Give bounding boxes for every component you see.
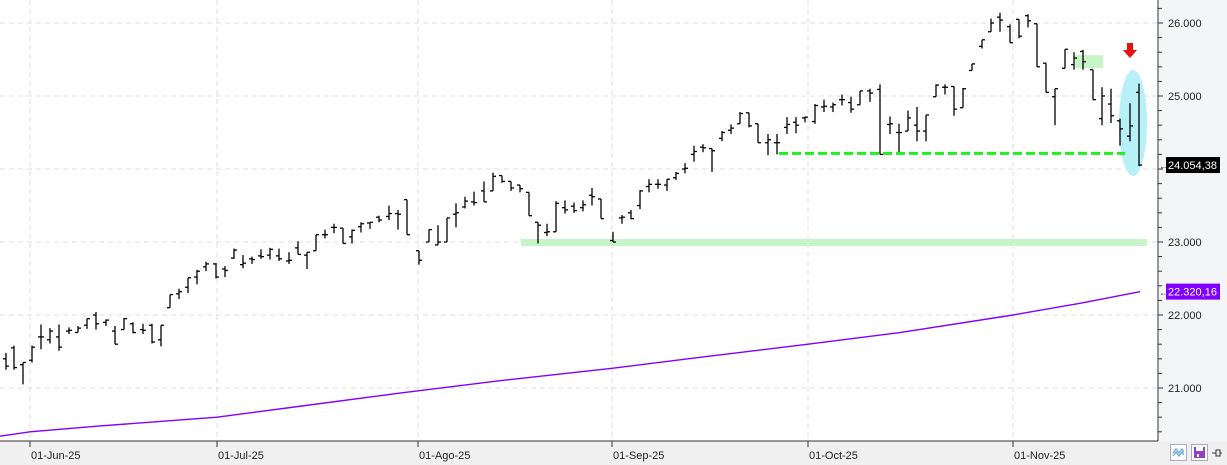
y-tick-label: 21.000 xyxy=(1168,383,1202,395)
svg-text:←: ← xyxy=(1159,288,1168,298)
y-tick-label: 26.000 xyxy=(1168,18,1202,30)
x-tick-label: 01-Oct-25 xyxy=(809,450,858,462)
y-tick-label: 25.000 xyxy=(1168,91,1202,103)
red-down-arrow-icon xyxy=(1123,43,1137,58)
ohlc-bars xyxy=(3,12,1142,385)
highlight-ellipse xyxy=(1119,70,1147,176)
save-icon xyxy=(1194,447,1205,458)
moving-average-line xyxy=(0,290,1141,437)
indicator-button[interactable] xyxy=(1170,444,1187,461)
chart-toolbar xyxy=(1170,444,1222,461)
highlight-box xyxy=(1075,55,1103,69)
last-price-label-bg xyxy=(1166,157,1220,174)
pin-button[interactable] xyxy=(1212,444,1222,461)
x-tick-label: 01-Jun-25 xyxy=(31,450,81,462)
save-button[interactable] xyxy=(1191,444,1208,461)
indicator-icon xyxy=(1172,447,1185,458)
svg-text:←: ← xyxy=(1159,161,1168,171)
moving-average-label-bg xyxy=(1166,283,1220,300)
last-price-label: 24.054,38 xyxy=(1168,160,1217,172)
x-tick-label: 01-Sep-25 xyxy=(613,450,664,462)
pin-icon xyxy=(1212,449,1222,456)
support-band xyxy=(521,239,1147,246)
moving-average-label: 22.320,16 xyxy=(1168,287,1217,299)
x-axis: 01-Jun-25 01-Jul-25 01-Ago-25 01-Sep-25 01-O… xyxy=(0,440,1158,462)
x-tick-label: 01-Nov-25 xyxy=(1014,450,1065,462)
y-axis: 21.000 22.000 23.000 25.000 26.000 xyxy=(1157,0,1202,441)
x-tick-label: 01-Jul-25 xyxy=(218,450,264,462)
annotations xyxy=(521,55,1147,246)
y-tick-label: 22.000 xyxy=(1168,310,1202,322)
x-tick-label: 01-Ago-25 xyxy=(419,450,470,462)
y-tick-label: 23.000 xyxy=(1168,237,1202,249)
